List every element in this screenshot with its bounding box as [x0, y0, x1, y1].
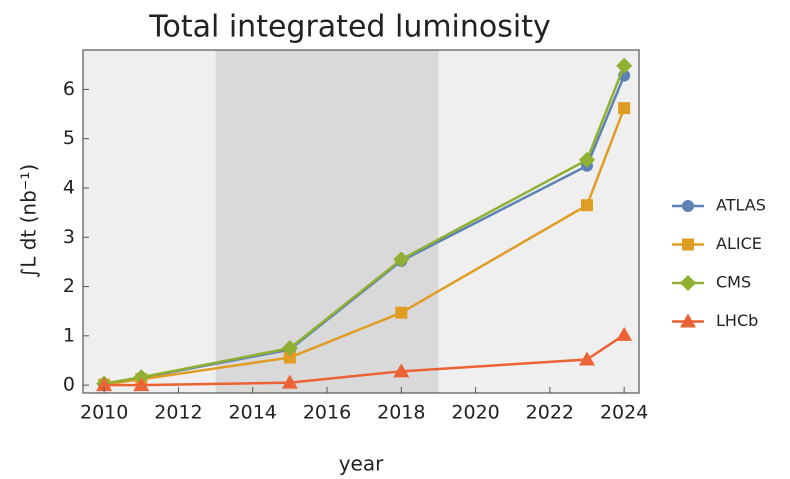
y-tick-label: 3: [63, 226, 75, 248]
legend-label: ATLAS: [716, 196, 766, 215]
marker: [281, 340, 298, 357]
y-tick-label: 1: [63, 324, 75, 346]
marker: [283, 351, 296, 364]
y-tick-label: 4: [63, 176, 75, 198]
legend-label: CMS: [716, 273, 751, 292]
shaded-range: [215, 50, 439, 393]
x-tick-label: 2012: [154, 402, 202, 424]
x-tick-label: 2024: [600, 402, 648, 424]
series-line: [103, 107, 626, 386]
x-tick-label: 2014: [229, 402, 277, 424]
x-axis-label: year: [339, 452, 384, 476]
x-tick-label: 2016: [303, 402, 351, 424]
marker: [682, 200, 694, 212]
x-tick-label: 2020: [451, 402, 499, 424]
marker: [395, 306, 408, 319]
y-tick-label: 0: [63, 374, 75, 396]
marker: [616, 326, 633, 341]
marker: [579, 351, 596, 366]
y-tick-label: 5: [63, 127, 75, 149]
legend-label: ALICE: [716, 234, 762, 253]
y-axis-label: ∫L dt (nb⁻¹): [17, 164, 41, 278]
marker: [281, 374, 298, 389]
marker: [581, 199, 594, 212]
marker: [579, 151, 596, 168]
marker: [393, 363, 410, 378]
plot-frame: [82, 49, 640, 394]
marker: [393, 251, 410, 268]
x-tick-label: 2018: [377, 402, 425, 424]
y-tick-label: 2: [63, 275, 75, 297]
series-line: [104, 333, 625, 387]
x-tick-label: 2010: [80, 402, 128, 424]
chart-title: Total integrated luminosity: [148, 10, 550, 45]
marker: [96, 377, 113, 392]
marker: [680, 313, 696, 328]
marker: [618, 102, 631, 115]
marker: [680, 275, 696, 291]
marker: [682, 238, 694, 251]
x-tick-label: 2022: [526, 402, 574, 424]
legend-label: LHCb: [716, 311, 758, 330]
y-tick-label: 6: [63, 78, 75, 100]
marker: [616, 57, 633, 74]
marker: [133, 377, 150, 392]
